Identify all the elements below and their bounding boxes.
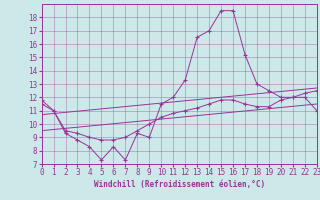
X-axis label: Windchill (Refroidissement éolien,°C): Windchill (Refroidissement éolien,°C) [94, 180, 265, 189]
